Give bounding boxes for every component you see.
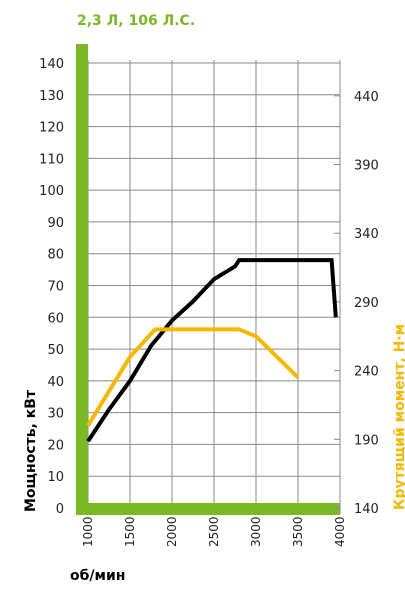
- x-tick-label-2000: 2000: [165, 516, 179, 547]
- y-left-tick-label-140: 140: [39, 57, 64, 72]
- y-left-tick-label-50: 50: [47, 343, 64, 358]
- y-right-tick-label-290: 290: [354, 296, 379, 311]
- y-right-tick-label-340: 340: [354, 227, 379, 242]
- left-axis-bar: [76, 44, 88, 514]
- x-axis-label: об/мин: [70, 568, 125, 584]
- y-left-tick-label-0: 0: [56, 502, 64, 517]
- x-tick-label-3500: 3500: [291, 516, 305, 547]
- y-right-tick-label-390: 390: [354, 159, 379, 174]
- y-right-tick-label-440: 440: [354, 90, 379, 105]
- x-tick-label-1000: 1000: [81, 516, 95, 547]
- x-tick-label-1500: 1500: [123, 516, 137, 547]
- y-right-tick-label-240: 240: [354, 365, 379, 380]
- y-left-tick-label-120: 120: [39, 121, 64, 136]
- y-left-tick-label-30: 30: [47, 407, 64, 422]
- power-series-line: [86, 258, 338, 443]
- y-left-tick-label-70: 70: [47, 280, 64, 295]
- y-left-tick-label-130: 130: [39, 89, 64, 104]
- y-axis-label-right: Крутящий момент, Н·м: [392, 324, 405, 510]
- x-tick-label-2500: 2500: [207, 516, 221, 547]
- y-left-tick-label-80: 80: [47, 248, 64, 263]
- y-left-tick-label-10: 10: [47, 470, 64, 485]
- x-tick-label-4000: 4000: [333, 516, 347, 547]
- torque-series-line: [86, 327, 300, 427]
- bottom-axis-bar: [76, 503, 340, 515]
- grid-layer: [87, 60, 341, 509]
- y-axis-label-left: Мощность, кВт: [23, 389, 39, 512]
- text-layer: 0 10 20 30 40 50 60 70 80 90 100 110 120 130 140 140 190…: [39, 57, 379, 547]
- y-left-tick-label-100: 100: [39, 184, 64, 199]
- y-left-tick-label-60: 60: [47, 311, 64, 326]
- y-left-tick-label-40: 40: [47, 375, 64, 390]
- y-right-tick-label-140: 140: [354, 502, 379, 517]
- chart-title: 2,3 Л, 106 Л.С.: [77, 13, 195, 29]
- y-left-tick-label-110: 110: [39, 152, 64, 167]
- x-tick-label-3000: 3000: [249, 516, 263, 547]
- y-left-tick-label-20: 20: [47, 438, 64, 453]
- series-layer: [86, 258, 338, 443]
- y-left-tick-label-90: 90: [47, 216, 64, 231]
- y-right-tick-label-190: 190: [354, 433, 379, 448]
- axes-layer: [76, 44, 341, 515]
